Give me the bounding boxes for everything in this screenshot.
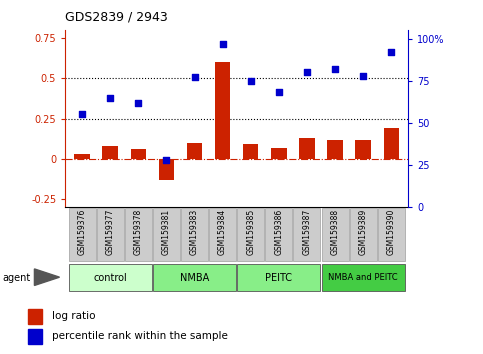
Bar [271, 148, 286, 159]
Point [219, 41, 227, 46]
FancyBboxPatch shape [378, 208, 405, 261]
Point [387, 49, 395, 55]
FancyBboxPatch shape [350, 208, 377, 261]
Text: NMBA and PEITC: NMBA and PEITC [328, 273, 398, 282]
Bar [102, 146, 118, 159]
FancyBboxPatch shape [181, 208, 208, 261]
FancyBboxPatch shape [265, 208, 292, 261]
Text: log ratio: log ratio [53, 311, 96, 321]
Text: NMBA: NMBA [180, 273, 209, 282]
Text: GSM159383: GSM159383 [190, 209, 199, 255]
Point [191, 74, 199, 80]
Bar [130, 149, 146, 159]
FancyBboxPatch shape [69, 208, 96, 261]
Point [106, 95, 114, 100]
FancyBboxPatch shape [153, 208, 180, 261]
Point [275, 90, 283, 95]
Point [303, 69, 311, 75]
Point [163, 157, 170, 163]
Text: GSM159386: GSM159386 [274, 209, 284, 255]
Bar [327, 139, 343, 159]
Text: percentile rank within the sample: percentile rank within the sample [53, 331, 228, 341]
Text: GSM159378: GSM159378 [134, 209, 143, 255]
Text: control: control [93, 273, 127, 282]
Bar [159, 159, 174, 180]
FancyBboxPatch shape [209, 208, 236, 261]
FancyBboxPatch shape [322, 264, 405, 291]
FancyBboxPatch shape [322, 208, 349, 261]
Text: GSM159389: GSM159389 [359, 209, 368, 255]
Text: GSM159376: GSM159376 [78, 209, 86, 255]
Point [247, 78, 255, 84]
FancyBboxPatch shape [125, 208, 152, 261]
FancyBboxPatch shape [97, 208, 124, 261]
FancyBboxPatch shape [69, 264, 152, 291]
Text: GSM159388: GSM159388 [330, 209, 340, 255]
FancyBboxPatch shape [153, 264, 236, 291]
Bar [299, 138, 314, 159]
Point [78, 112, 86, 117]
Point [134, 100, 142, 105]
Text: GSM159384: GSM159384 [218, 209, 227, 255]
FancyBboxPatch shape [237, 208, 264, 261]
Text: GSM159377: GSM159377 [106, 209, 114, 255]
Text: GSM159385: GSM159385 [246, 209, 255, 255]
Point [359, 73, 367, 79]
Bar [187, 143, 202, 159]
Bar [28, 309, 42, 324]
Bar [243, 144, 258, 159]
Text: PEITC: PEITC [265, 273, 292, 282]
Bar [74, 154, 90, 159]
Text: agent: agent [2, 273, 30, 282]
FancyBboxPatch shape [294, 208, 320, 261]
Text: GSM159390: GSM159390 [387, 209, 396, 255]
Text: GSM159387: GSM159387 [302, 209, 312, 255]
Bar [28, 329, 42, 343]
Text: GDS2839 / 2943: GDS2839 / 2943 [65, 11, 168, 24]
Polygon shape [34, 269, 59, 285]
Bar [355, 139, 371, 159]
Text: GSM159381: GSM159381 [162, 209, 171, 255]
FancyBboxPatch shape [237, 264, 320, 291]
Point [331, 66, 339, 72]
Bar [215, 62, 230, 159]
Bar [384, 128, 399, 159]
